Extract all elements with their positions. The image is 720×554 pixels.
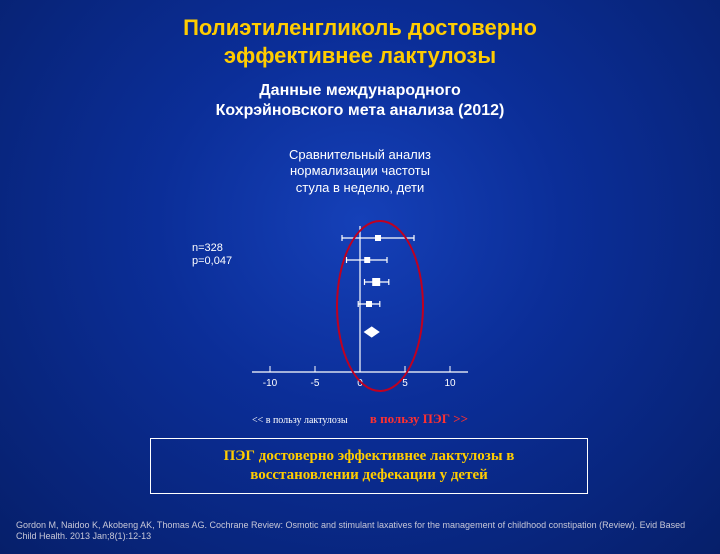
p-label: p=0,047	[192, 255, 232, 267]
n-label: n=328	[192, 242, 223, 254]
conclusion-l2: восстановлении дефекации у детей	[250, 467, 488, 483]
title-line1: Полиэтиленгликоль достоверно	[183, 15, 537, 40]
slide-subtitle: Данные международного Кохрэйновского мет…	[0, 81, 720, 121]
subtitle-line1: Данные международного	[259, 82, 460, 99]
favours-peg: в пользу ПЭГ >>	[370, 411, 468, 426]
slide-title: Полиэтиленгликоль достоверно эффективнее…	[0, 14, 720, 69]
chart-title-l1: Сравнительный анализ	[289, 147, 431, 162]
chart-title-l2: нормализации частоты	[290, 163, 430, 178]
sample-stats: n=328 p=0,047	[192, 242, 232, 268]
svg-text:-5: -5	[311, 378, 320, 389]
conclusion-box: ПЭГ достоверно эффективнее лактулозы в в…	[150, 438, 588, 494]
subtitle-line2: Кохрэйновского мета анализа (2012)	[216, 102, 505, 119]
citation: Gordon M, Naidoo K, Akobeng AK, Thomas A…	[16, 520, 696, 543]
favours-lactulose: << в пользу лактулозы	[252, 415, 348, 426]
svg-text:-10: -10	[263, 378, 278, 389]
highlight-ellipse	[336, 220, 424, 392]
svg-text:10: 10	[444, 378, 456, 389]
chart-title-l3: стула в неделю, дети	[296, 180, 424, 195]
conclusion-l1: ПЭГ достоверно эффективнее лактулозы в	[224, 448, 515, 464]
citation-text: Gordon M, Naidoo K, Akobeng AK, Thomas A…	[16, 520, 685, 541]
chart-title: Сравнительный анализ нормализации частот…	[200, 147, 520, 196]
favours-row: << в пользу лактулозы в пользу ПЭГ >>	[0, 410, 720, 428]
svg-text:5: 5	[402, 378, 408, 389]
title-line2: эффективнее лактулозы	[224, 43, 496, 68]
